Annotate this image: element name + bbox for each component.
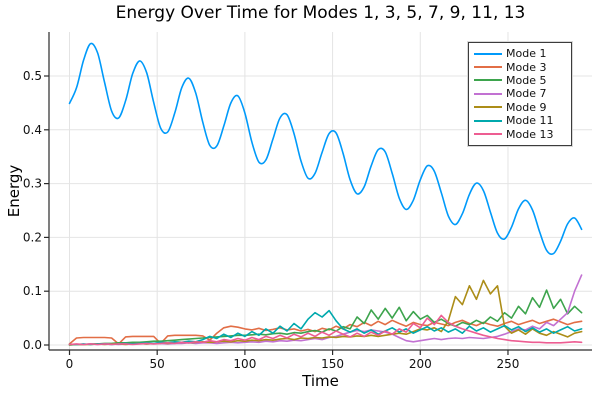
y-tick-label: 0.1 <box>23 284 42 298</box>
legend-line-sample <box>474 66 502 69</box>
chart-title: Energy Over Time for Modes 1, 3, 5, 7, 9… <box>115 3 526 23</box>
series-line-mode-13[interactable] <box>68 314 583 346</box>
legend-line-sample <box>474 133 502 136</box>
legend-item-mode-3[interactable]: Mode 3 <box>474 60 566 74</box>
tick-labels: 0 50 100 150 200 250 0.0 0.1 0.2 0.3 0.4 0.5 <box>23 69 520 371</box>
x-tick-label: 0 <box>66 357 74 371</box>
legend-label: Mode 1 <box>506 47 547 61</box>
y-tick-label: 0.3 <box>23 177 42 191</box>
x-tick-label: 150 <box>321 357 344 371</box>
legend-item-mode-7[interactable]: Mode 7 <box>474 87 566 100</box>
series-line-mode-3[interactable] <box>68 318 583 345</box>
legend-line-sample <box>474 52 502 55</box>
legend-label: Mode 7 <box>506 87 547 101</box>
x-tick-label: 200 <box>409 357 432 371</box>
legend-item-mode-1[interactable]: Mode 1 <box>474 47 566 60</box>
legend-line-sample <box>474 79 502 82</box>
legend-item-mode-13[interactable]: Mode 13 <box>474 127 566 141</box>
legend-line-sample <box>474 119 502 122</box>
legend-label: Mode 3 <box>506 60 547 74</box>
legend: Mode 1 Mode 3 Mode 5 Mode 7 Mode 9 Mode 11 Mod… <box>468 42 572 146</box>
legend-item-mode-11[interactable]: Mode 11 <box>474 114 566 127</box>
y-tick-label: 0.0 <box>23 338 42 352</box>
y-tick-label: 0.4 <box>23 123 42 137</box>
legend-label: Mode 11 <box>506 114 554 128</box>
legend-item-mode-5[interactable]: Mode 5 <box>474 74 566 87</box>
y-axis-label: Energy <box>5 164 23 218</box>
series-line-mode-5[interactable] <box>68 289 583 346</box>
legend-label: Mode 5 <box>506 73 547 87</box>
x-tick-label: 100 <box>233 357 256 371</box>
legend-label: Mode 9 <box>506 100 547 114</box>
x-tick-label: 250 <box>497 357 520 371</box>
legend-label: Mode 13 <box>506 127 554 141</box>
axes <box>44 32 592 355</box>
y-tick-label: 0.5 <box>23 69 42 83</box>
legend-line-sample <box>474 106 502 109</box>
x-tick-label: 50 <box>150 357 165 371</box>
legend-line-sample <box>474 92 502 95</box>
x-axis-label: Time <box>302 372 339 390</box>
y-tick-label: 0.2 <box>23 230 42 244</box>
series-group <box>68 42 583 346</box>
legend-item-mode-9[interactable]: Mode 9 <box>474 101 566 114</box>
series-line-mode-1[interactable] <box>68 42 583 255</box>
